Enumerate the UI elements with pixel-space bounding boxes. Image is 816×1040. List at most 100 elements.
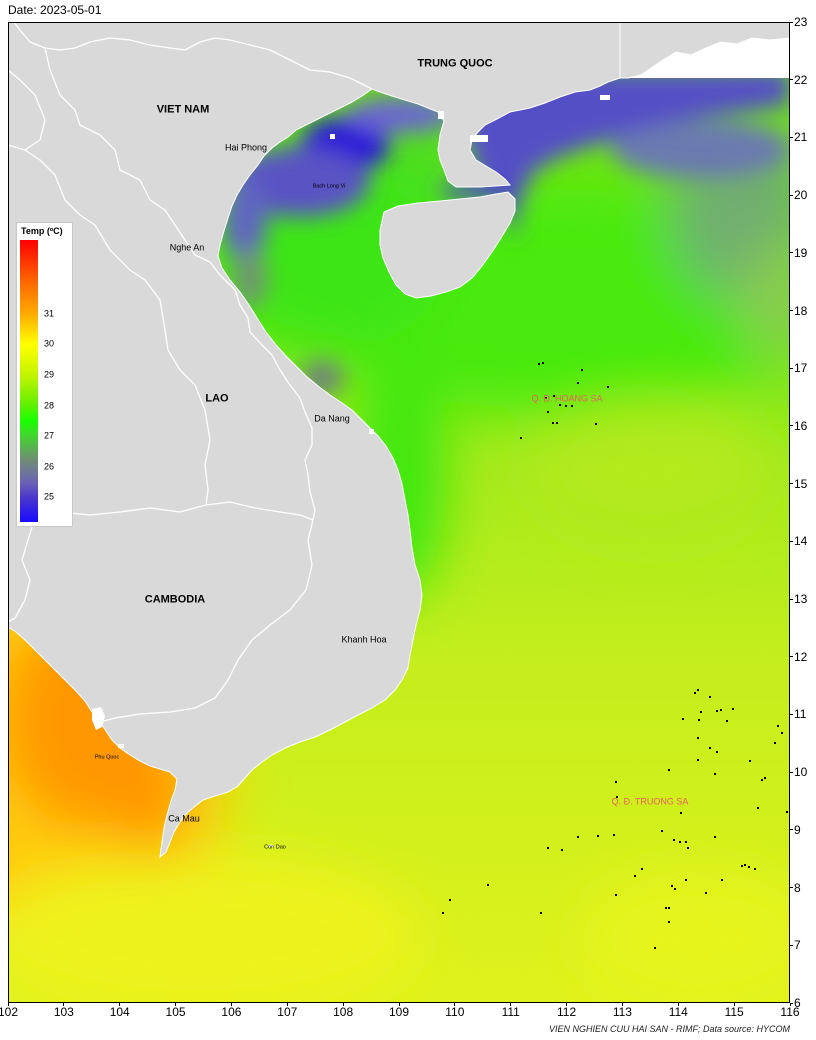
label-viet-nam: VIET NAM (156, 103, 210, 116)
coastal-no-data (438, 111, 444, 119)
lat-tick-label: 11 (794, 707, 807, 722)
island-dot (716, 710, 718, 712)
label-da-nang: Da Nang (314, 413, 350, 424)
lat-tick-mark (790, 79, 793, 81)
island-dot (732, 708, 734, 710)
island-dot (705, 892, 707, 894)
island-dot (545, 397, 547, 399)
island-dot (540, 912, 542, 914)
island-dot (709, 747, 711, 749)
credit-line: VIEN NGHIEN CUU HAI SAN - RIMF; Data sou… (548, 1024, 790, 1034)
lat-tick-mark (790, 887, 793, 889)
lat-tick-label: 6 (794, 996, 801, 1010)
lon-tick-mark (119, 1003, 121, 1006)
island-dot (720, 709, 722, 711)
lat-tick-label: 8 (794, 880, 801, 895)
island-dot (577, 836, 579, 838)
lat-tick-label: 9 (794, 822, 801, 837)
lon-tick-label: 111 (501, 1005, 520, 1019)
island-dot (613, 834, 615, 836)
lat-tick-label: 12 (794, 649, 808, 664)
island-dot (607, 386, 609, 388)
island-dot (571, 405, 573, 407)
lon-tick-mark (63, 1003, 65, 1006)
lat-tick-mark (790, 367, 793, 369)
lat-tick-mark (790, 425, 793, 427)
island-dot (761, 779, 763, 781)
island-dot (542, 362, 544, 364)
lat-tick-label: 22 (794, 72, 808, 87)
lat-tick-mark (790, 771, 793, 773)
lon-tick-label: 109 (388, 1005, 410, 1019)
label-hai-phong: Hai Phong (224, 142, 268, 153)
lat-tick-mark (790, 944, 793, 946)
land-hainan (379, 191, 516, 299)
lon-tick-mark (454, 1003, 456, 1006)
island-dot (685, 879, 687, 881)
coastal-no-data (118, 744, 124, 748)
lat-tick-mark (790, 598, 793, 600)
island-dot (442, 912, 444, 914)
lat-tick-mark (790, 194, 793, 196)
island-dot (553, 395, 555, 397)
lon-tick-mark (230, 1003, 232, 1006)
border-laos-thailand (8, 144, 211, 506)
colorbar-tick-label: 28 (44, 400, 55, 411)
land-mainland (8, 22, 621, 859)
colorbar-tick-label: 30 (44, 338, 55, 349)
border-cambodia-vietnam (99, 519, 314, 723)
sst-patch (8, 855, 420, 1003)
label-trung-quoc: TRUNG QUOC (417, 57, 493, 70)
sst-patch (230, 147, 370, 217)
bach-long-vi-island (330, 134, 335, 139)
lon-tick-label: 110 (445, 1005, 465, 1019)
island-dot (697, 737, 699, 739)
lat-tick-label: 7 (794, 938, 801, 953)
label-lao: LAO (205, 392, 229, 405)
lon-tick-mark (621, 1003, 623, 1006)
island-dot (700, 711, 702, 713)
border-laos-cambodia (205, 501, 314, 521)
lat-tick-mark (790, 656, 793, 658)
island-dot (673, 839, 675, 841)
label-con-dao: Con Dao (264, 844, 286, 851)
island-dot (694, 692, 696, 694)
island-dot (671, 885, 673, 887)
island-dot (661, 830, 663, 832)
lon-tick-mark (733, 1003, 735, 1006)
island-dot (597, 835, 599, 837)
coastal-no-data (470, 135, 488, 142)
island-dot (581, 369, 583, 371)
sst-patch (580, 870, 790, 1003)
island-dot (668, 769, 670, 771)
coastal-no-data (600, 95, 610, 100)
island-dot (687, 847, 689, 849)
map-frame (8, 22, 790, 1003)
lat-tick-label: 10 (794, 765, 808, 780)
island-dot (786, 811, 788, 813)
colorbar-tick-label: 31 (44, 308, 55, 319)
island-dot (487, 884, 489, 886)
legend: Temp (ºC) 31 30 29 28 27 26 25 (16, 222, 73, 527)
border-laos-north (8, 69, 46, 151)
lon-tick-mark (175, 1003, 177, 1006)
lon-tick-label: 112 (556, 1005, 577, 1019)
colorbar-tick-label: 29 (44, 369, 55, 380)
island-dot (749, 760, 751, 762)
island-dot (781, 732, 783, 734)
label-phu-quoc: Phu Quoc (94, 754, 120, 761)
lon-tick-label: 113 (612, 1005, 632, 1019)
island-dot (714, 836, 716, 838)
island-dot (561, 849, 563, 851)
island-dot (697, 759, 699, 761)
legend-title: Temp (ºC) (21, 226, 63, 236)
island-dot (674, 888, 676, 890)
lon-tick-label: 103 (53, 1005, 74, 1019)
lat-tick-mark (790, 483, 793, 485)
date-label: Date: 2023-05-01 (8, 3, 102, 17)
lon-tick-mark (510, 1003, 512, 1006)
sst-patch (740, 240, 790, 360)
lat-tick-label: 14 (794, 534, 808, 549)
island-dot (697, 689, 699, 691)
lat-tick-label: 18 (794, 303, 808, 318)
